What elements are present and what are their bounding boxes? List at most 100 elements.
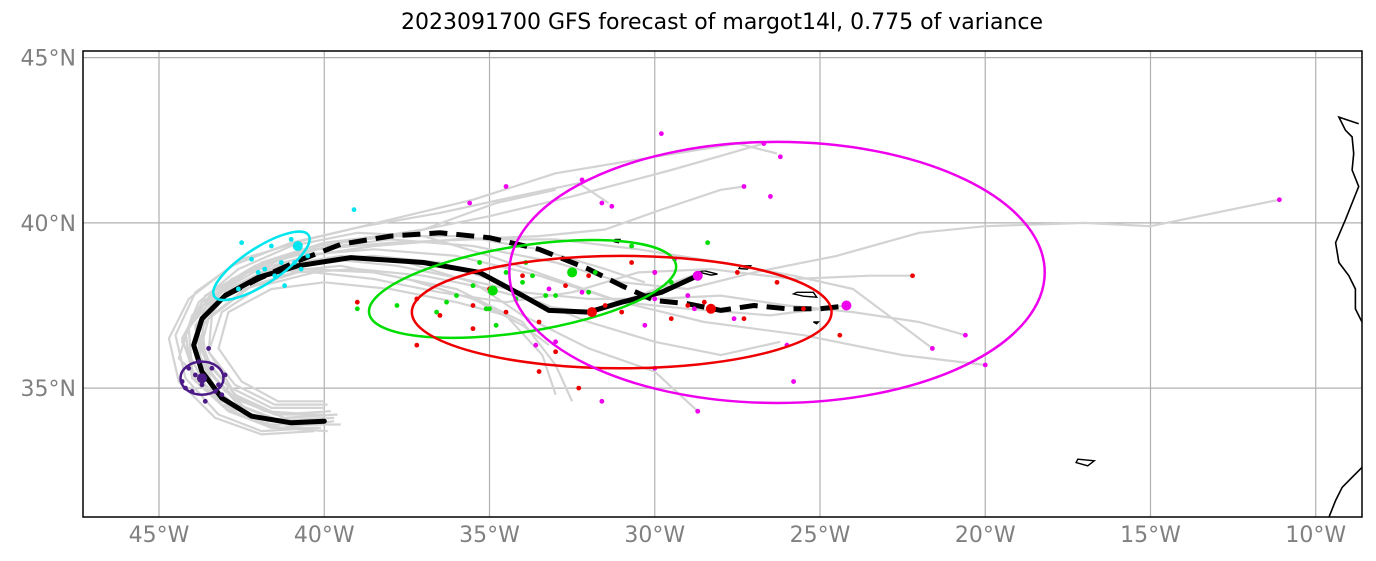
axes: 45°W 40°W 35°W 30°W 25°W 20°W 15°W 10°W 35°N 40°N… [21,47,1363,548]
ensemble-track [200,254,699,416]
island [813,321,820,325]
member-point [734,270,740,275]
member-point [503,309,509,315]
member-point [219,392,225,398]
member-point [351,207,357,213]
y-tick-label: 35°N [21,377,76,402]
member-point [586,273,592,279]
member-point [652,270,658,275]
member-point [774,279,780,285]
member-point [963,332,968,338]
member-point [1276,197,1282,203]
uncertainty-ellipse [410,254,833,370]
member-point [741,184,747,189]
member-point [268,243,274,249]
member-point [262,266,268,272]
member-point [652,296,658,302]
ensemble-center [692,270,703,281]
ensemble-track [177,248,986,426]
uncertainty-ellipse [508,140,1046,405]
x-tick-label: 40°W [294,523,355,548]
ensemble-center [196,373,207,384]
member-point [533,342,539,348]
y-tick-label: 40°N [21,212,76,237]
member-point [801,306,806,312]
member-point [692,306,697,312]
plot-frame [82,50,1363,518]
member-point [837,332,843,338]
member-point [288,236,294,242]
member-point [354,306,360,312]
x-tick-label: 20°W [955,523,1016,548]
member-point [444,299,449,305]
member-point [470,283,476,289]
coastlines [613,115,1362,517]
member-point [701,299,707,305]
member-point [487,306,492,312]
member-point [202,398,208,404]
x-tick-label: 25°W [790,523,851,548]
member-point [278,260,284,265]
ensemble-center [567,267,578,278]
member-point [910,273,915,279]
member-point [298,266,304,272]
x-tick-label: 30°W [624,523,685,548]
ensemble-track [217,281,557,403]
island [791,291,819,299]
x-tick-label: 35°W [459,523,520,548]
member-point [579,289,585,295]
member-point [434,309,440,315]
chart-title: 2023091700 GFS forecast of margot14l, 0.… [401,10,1043,35]
ensemble-center [705,303,716,314]
member-point [530,273,535,279]
member-point [483,306,489,312]
y-tick-label: 45°N [21,47,76,72]
gridlines [83,51,1362,517]
member-point [685,293,691,298]
member-point [609,203,615,209]
member-point [553,349,559,355]
ensemble-tracks [167,142,1280,436]
member-point [619,309,625,315]
member-point [586,289,592,295]
island [1075,458,1097,467]
member-point [546,286,552,292]
member-point [602,303,608,308]
member-point [437,312,443,318]
member-point [354,299,360,305]
member-point [553,339,559,345]
member-point [503,270,509,275]
member-point [414,342,420,348]
uncertainty-ellipse [212,230,311,302]
uncertainty-ellipse [179,360,225,396]
member-point [282,283,287,289]
member-point [982,362,988,368]
member-point [741,316,747,322]
ensemble-track [194,258,966,416]
member-point [658,131,664,137]
member-point [705,240,711,246]
member-point [503,184,509,189]
member-point [768,194,773,199]
member-point [239,240,245,246]
x-tick-label: 15°W [1120,523,1181,548]
member-point [470,326,476,332]
member-point [454,293,459,298]
member-point [192,372,198,378]
member-point [470,303,476,308]
member-point [255,270,261,275]
member-point [592,270,598,275]
member-point [493,322,499,328]
coastline [1334,115,1362,323]
member-point [695,408,701,414]
member-point [209,365,215,371]
ensemble-track [194,198,1280,426]
coastline [1328,466,1362,517]
member-point [467,200,473,206]
ensemble-centers [196,240,852,384]
member-point [520,273,525,279]
member-point [685,303,691,308]
member-point [929,346,935,351]
uncertainty-ellipses [179,140,1046,405]
